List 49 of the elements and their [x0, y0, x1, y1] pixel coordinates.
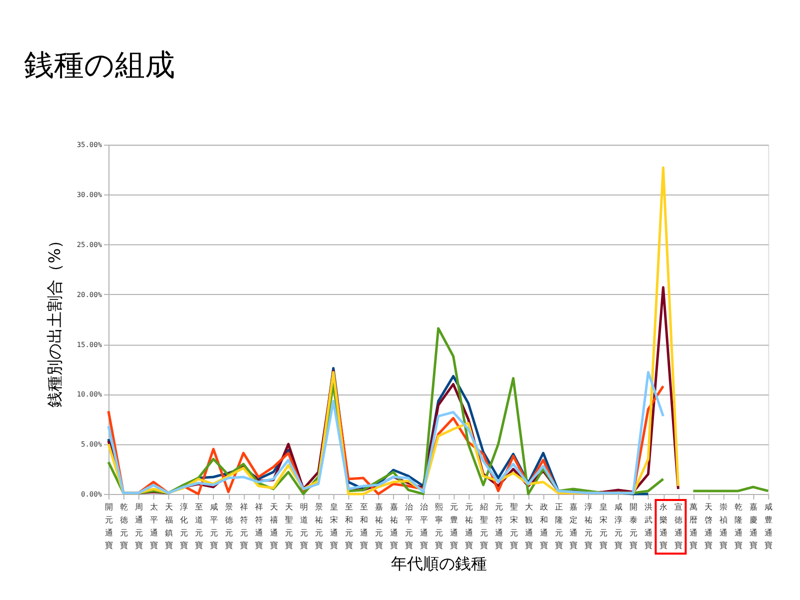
- x-tick-label: 治平元寶: [404, 502, 413, 550]
- x-tick-label: 嘉慶通寶: [750, 502, 758, 550]
- x-tick-label: 元符通寶: [494, 502, 503, 550]
- x-tick-label: 永樂通寶: [660, 502, 668, 550]
- x-tick-label: 政和通寶: [540, 502, 548, 550]
- x-tick-label: 元豊通寶: [450, 502, 458, 550]
- x-tick-label: 嘉祐元寶: [374, 502, 383, 550]
- x-tick-label: 嘉定通寶: [570, 502, 578, 550]
- x-tick-label: 開泰元寶: [630, 502, 638, 550]
- x-tick-label: 至和元寶: [344, 502, 353, 550]
- x-tick-label: 至和通寶: [360, 502, 368, 550]
- x-tick-label: 景祐元寶: [314, 502, 323, 550]
- x-tick-label: 景徳元寶: [224, 502, 233, 550]
- x-tick-label: 淳祐元寶: [584, 502, 593, 550]
- x-tick-label: 正隆元寶: [554, 502, 563, 550]
- x-tick-label: 天啓通寶: [704, 502, 713, 550]
- x-tick-label: 熙寧元寶: [434, 502, 443, 550]
- x-axis-title: 年代順の銭種: [390, 554, 487, 574]
- x-tick-label: 大観通寶: [524, 502, 533, 550]
- y-axis-title: 銭種別の出土割合（%）: [44, 232, 64, 408]
- x-tick-label: 崇禎通寶: [720, 502, 728, 550]
- x-tick-label: 紹聖元寶: [478, 502, 488, 550]
- x-tick-label: 咸平元寶: [210, 502, 218, 550]
- x-tick-label: 太平通寶: [150, 502, 158, 550]
- chart-title: 銭種の組成: [24, 48, 175, 84]
- x-tick-label: 萬暦通寶: [690, 502, 698, 550]
- x-tick-label: 洪武通寶: [644, 502, 653, 550]
- x-tick-label: 治平通寶: [420, 502, 428, 550]
- x-tick-label: 嘉祐通寶: [390, 502, 398, 550]
- x-tick-label: 周通元寶: [134, 502, 143, 550]
- x-tick-label: 乾隆通寶: [734, 502, 743, 550]
- x-tick-label: 皇宋通寶: [330, 502, 338, 550]
- x-tick-label: 咸豊通寶: [764, 502, 773, 550]
- x-tick-label: 咸淳元寶: [614, 502, 623, 550]
- x-tick-label: 至道元寶: [194, 502, 203, 550]
- x-tick-label: 天聖元寶: [284, 502, 293, 550]
- x-tick-label: 天禧通寶: [270, 502, 278, 550]
- x-tick-label: 宣徳通寶: [674, 502, 683, 550]
- x-tick-label: 祥符通寶: [254, 502, 263, 550]
- x-tick-label: 開元通寶: [104, 502, 113, 550]
- x-tick-label: 祥符元寶: [240, 502, 248, 550]
- x-tick-label: 乾徳元寶: [120, 502, 128, 550]
- x-tick-label: 淳化元寶: [180, 502, 188, 550]
- x-tick-label: 明道元寶: [300, 502, 308, 550]
- x-tick-label: 聖宋元寶: [510, 502, 518, 550]
- x-tick-label: 天福鎮寶: [164, 502, 173, 550]
- line-series: [107, 166, 680, 496]
- x-tick-label: 元祐通寶: [464, 502, 473, 550]
- x-tick-label: 皇宋元寶: [600, 502, 608, 550]
